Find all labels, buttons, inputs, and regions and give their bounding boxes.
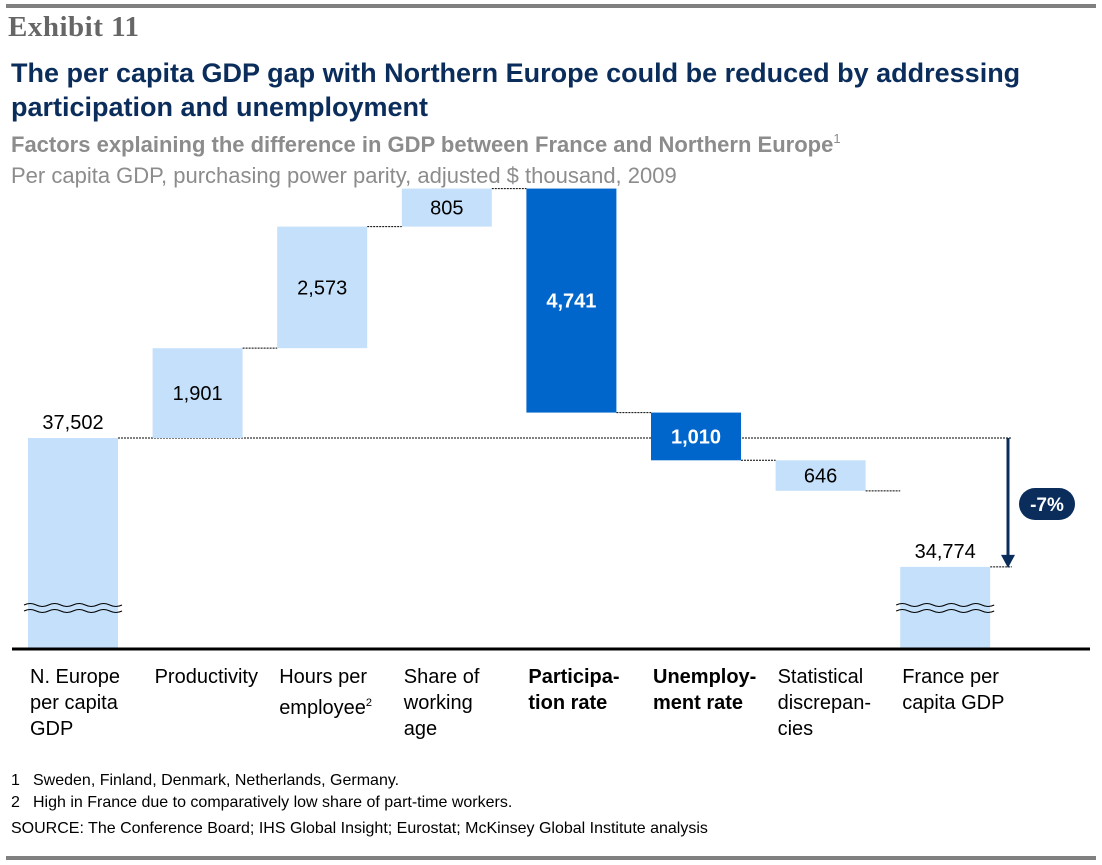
category-footnote-ref: 2 <box>365 697 373 709</box>
category-label-line: Participa- <box>528 666 620 688</box>
data-label-2: 2,573 <box>297 277 347 299</box>
axis-break-mark <box>895 603 995 607</box>
footnotes: 1 Sweden, Finland, Denmark, Netherlands, … <box>11 770 708 840</box>
bar-3 <box>401 188 492 227</box>
subtitle-text: Factors explaining the difference in GDP… <box>11 132 834 157</box>
category-label-3: Share of working age <box>404 664 526 742</box>
data-label-5: 1,010 <box>671 426 721 448</box>
category-label-line: working <box>403 692 473 714</box>
bar-4 <box>526 188 617 413</box>
category-label-line: capita GDP <box>902 692 1005 714</box>
gap-badge <box>1019 488 1075 520</box>
bar-0 <box>28 438 118 648</box>
exhibit-label: Exhibit 11 <box>8 11 140 43</box>
footnote-2-text: High in France due to comparatively low … <box>33 794 513 811</box>
category-label-2: Hours per employee2 <box>279 664 401 721</box>
category-label-line: employee2 <box>279 697 373 719</box>
category-label-line: Hours per <box>279 666 367 688</box>
axis-break-mark <box>23 603 123 607</box>
footnote-1-number: 1 <box>11 772 20 789</box>
category-label-line: N. Europe <box>30 666 121 688</box>
bar-6 <box>775 460 866 491</box>
category-label-line: age <box>403 718 438 740</box>
category-label-line: Productivity <box>154 666 258 688</box>
gap-badge-label: -7% <box>1030 495 1064 516</box>
footnote-1-text: Sweden, Finland, Denmark, Netherlands, G… <box>33 772 400 789</box>
gap-arrow-head <box>1001 554 1015 568</box>
bar-7 <box>900 566 991 648</box>
data-label-0: 37,502 <box>42 412 103 434</box>
data-label-4: 4,741 <box>546 291 596 313</box>
category-label-line: per capita <box>30 692 118 714</box>
category-label-line: cies <box>777 718 814 740</box>
chart-units: Per capita GDP, purchasing power parity,… <box>11 163 677 188</box>
data-label-6: 646 <box>804 466 837 488</box>
subtitle-footnote-ref: 1 <box>833 131 841 146</box>
footnote-2-number: 2 <box>11 794 20 811</box>
category-label-line: France per <box>902 666 999 688</box>
category-label-line: GDP <box>30 718 74 740</box>
category-label-line: Statistical <box>777 666 864 688</box>
bar-5 <box>651 412 741 461</box>
axis-break-mark <box>23 609 123 613</box>
category-label-1: Productivity <box>155 664 277 690</box>
data-label-7: 34,774 <box>915 541 976 563</box>
bottom-rule <box>6 856 1096 860</box>
category-label-6: Statistical discrepan-cies <box>778 664 900 742</box>
category-label-4: Participa-tion rate <box>528 664 650 716</box>
footnote-1: 1 Sweden, Finland, Denmark, Netherlands, … <box>11 770 708 792</box>
data-label-3: 805 <box>430 198 463 220</box>
category-label-7: France per capita GDP <box>902 664 1024 716</box>
data-label-1: 1,901 <box>173 383 223 405</box>
category-label-line: Unemploy- <box>653 666 757 688</box>
chart-subtitle: Factors explaining the difference in GDP… <box>11 131 841 158</box>
category-label-line: Share of <box>403 666 480 688</box>
category-label-5: Unemploy-ment rate <box>653 664 775 716</box>
axis-break-mark <box>895 609 995 613</box>
category-label-0: N. Europe per capita GDP <box>30 664 152 742</box>
category-label-line: ment rate <box>653 692 744 714</box>
bar-2 <box>277 226 368 349</box>
top-rule <box>6 4 1096 8</box>
category-label-line: discrepan- <box>777 692 871 714</box>
footnote-2: 2 High in France due to comparatively low… <box>11 792 708 814</box>
category-label-line: tion rate <box>528 692 608 714</box>
source-note: SOURCE: The Conference Board; IHS Global… <box>11 820 708 837</box>
bar-1 <box>152 348 243 438</box>
chart-title: The per capita GDP gap with Northern Eur… <box>11 58 1021 122</box>
